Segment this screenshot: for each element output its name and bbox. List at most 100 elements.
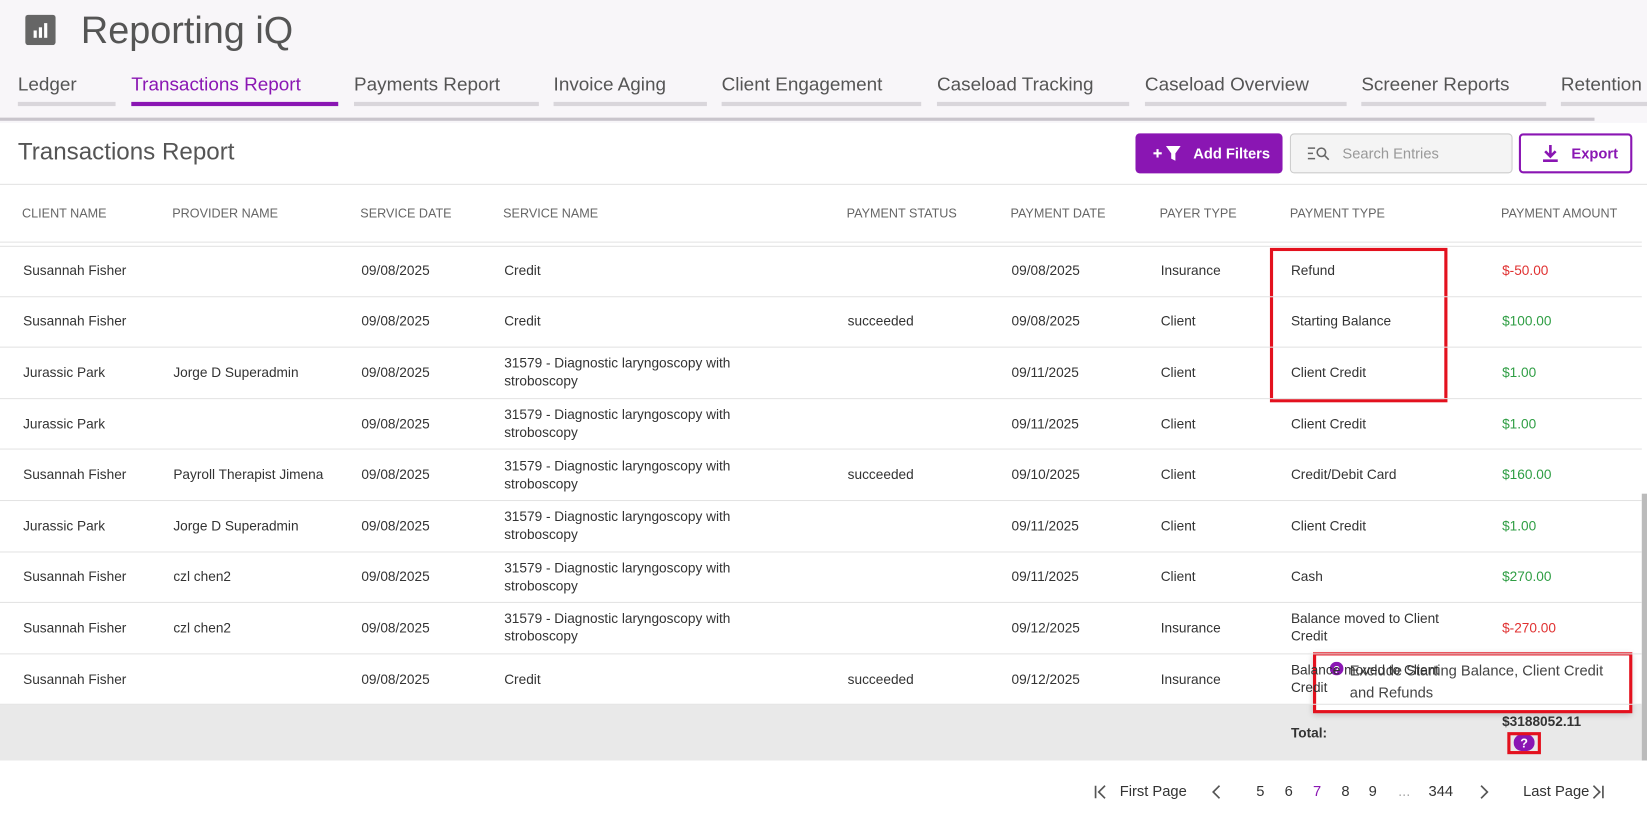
last-page[interactable]: Last Page (1523, 782, 1590, 800)
table-cell: Susannah Fisher (23, 670, 127, 687)
tab[interactable]: Screener Reports (1361, 74, 1547, 107)
add-filters-button[interactable]: Add Filters (1135, 133, 1283, 174)
search-placeholder: Search Entries (1342, 144, 1439, 162)
table-cell: Client Credit (1290, 364, 1367, 381)
table-cell: 09/11/2025 (1011, 517, 1079, 534)
table-cell: Susannah Fisher (23, 466, 127, 483)
divider (0, 117, 1595, 121)
tab[interactable]: Ledger (17, 74, 116, 107)
table-cell: $1.00 (1502, 517, 1537, 534)
column-header: PAYMENT TYPE (1289, 205, 1385, 221)
filter-icon (1153, 146, 1181, 161)
help-icon[interactable]: ? (1513, 734, 1535, 752)
table-cell: Payroll Therapist Jimena (173, 466, 324, 483)
page-number[interactable]: 8 (1341, 782, 1350, 800)
table-row (0, 449, 1642, 502)
search-icon (1307, 147, 1330, 161)
pager-arrow[interactable] (1093, 785, 1108, 800)
table-cell: 09/08/2025 (361, 415, 430, 432)
table-cell: $-270.00 (1502, 619, 1556, 636)
first-page[interactable]: First Page (1119, 782, 1187, 800)
tab[interactable]: Caseload Tracking (936, 74, 1130, 107)
table-cell: Susannah Fisher (23, 568, 127, 585)
pager-arrow[interactable] (1477, 785, 1492, 800)
page-number[interactable]: ... (1398, 782, 1411, 800)
export-button[interactable]: Export (1518, 133, 1633, 174)
table-cell: 09/08/2025 (1011, 262, 1080, 279)
table-cell: 09/08/2025 (361, 262, 430, 279)
table-cell: Jurassic Park (23, 415, 106, 432)
table-cell: Client (1160, 313, 1196, 330)
tab[interactable]: Retention (1560, 74, 1647, 107)
table-cell: succeeded (847, 466, 914, 483)
report-title: Transactions Report (17, 137, 235, 165)
pager-arrow[interactable] (1590, 785, 1605, 800)
header-border (0, 241, 1642, 247)
table-cell: 09/08/2025 (361, 466, 430, 483)
export-label: Export (1571, 144, 1618, 162)
table-cell: 09/12/2025 (1011, 619, 1080, 636)
table-row (0, 602, 1642, 655)
table-row (0, 296, 1642, 348)
tooltip: ? Exclude Starting Balance, Client Credi… (1313, 652, 1632, 713)
table-cell: Credit (504, 262, 541, 279)
logo-icon (25, 14, 56, 46)
total-label: Total: (1290, 724, 1328, 741)
page-number[interactable]: 344 (1428, 782, 1454, 800)
page-number[interactable]: 6 (1284, 782, 1293, 800)
page-number[interactable]: 7 (1313, 782, 1322, 800)
table-cell: 31579 - Diagnostic laryngoscopy with str… (504, 610, 731, 645)
tab[interactable]: Client Engagement (721, 74, 922, 107)
table-cell: 09/08/2025 (361, 313, 430, 330)
table-top-border (0, 183, 1647, 185)
table-cell: 09/11/2025 (1011, 415, 1079, 432)
table-cell: $1.00 (1502, 415, 1537, 432)
column-header: PAYMENT AMOUNT (1501, 205, 1618, 221)
table-cell: Cash (1290, 568, 1323, 585)
table-cell: czl chen2 (173, 568, 232, 585)
tab[interactable]: Invoice Aging (553, 74, 707, 107)
page-number[interactable]: 5 (1256, 782, 1265, 800)
table-cell: 09/11/2025 (1011, 364, 1079, 381)
tab[interactable]: Caseload Overview (1144, 74, 1347, 107)
tab[interactable]: Payments Report (353, 74, 539, 107)
table-cell: Jorge D Superadmin (173, 517, 299, 534)
table-cell: Client (1160, 364, 1196, 381)
table-cell: Balance moved to Client Credit (1290, 661, 1439, 696)
table-cell: Jorge D Superadmin (173, 364, 299, 381)
column-header: PAYER TYPE (1159, 205, 1237, 221)
table-cell: $-50.00 (1502, 262, 1549, 279)
column-header: PAYMENT STATUS (846, 205, 957, 221)
column-header: PROVIDER NAME (172, 205, 279, 221)
column-header: SERVICE NAME (503, 205, 599, 221)
search-input[interactable]: Search Entries (1289, 133, 1513, 174)
column-header: CLIENT NAME (22, 205, 107, 221)
table-cell: Insurance (1160, 670, 1221, 687)
scrollbar (1641, 493, 1647, 761)
tooltip-icon: ? (1329, 661, 1344, 676)
table-cell: Client (1160, 466, 1196, 483)
table-cell: 09/11/2025 (1011, 568, 1079, 585)
page-number[interactable]: 9 (1368, 782, 1377, 800)
table-cell: $160.00 (1502, 466, 1552, 483)
table-cell: 09/10/2025 (1011, 466, 1080, 483)
highlight-box (1269, 247, 1448, 403)
table-cell: Balance moved to Client Credit (1290, 610, 1439, 645)
table-row (0, 347, 1642, 399)
table-cell: $100.00 (1502, 313, 1552, 330)
table-cell: 31579 - Diagnostic laryngoscopy with str… (504, 508, 731, 543)
pager-arrow[interactable] (1209, 785, 1224, 800)
tab[interactable]: Transactions Report (131, 74, 339, 107)
table-cell: 09/08/2025 (361, 619, 430, 636)
table-cell: Jurassic Park (23, 517, 106, 534)
table-cell: 31579 - Diagnostic laryngoscopy with str… (504, 559, 731, 594)
table-cell: $270.00 (1502, 568, 1552, 585)
total-row (0, 704, 1642, 761)
table-row (0, 653, 1642, 706)
table-cell: succeeded (847, 313, 914, 330)
table-cell: 09/08/2025 (361, 568, 430, 585)
app-title: Reporting iQ (80, 8, 294, 52)
table-cell: Jurassic Park (23, 364, 106, 381)
